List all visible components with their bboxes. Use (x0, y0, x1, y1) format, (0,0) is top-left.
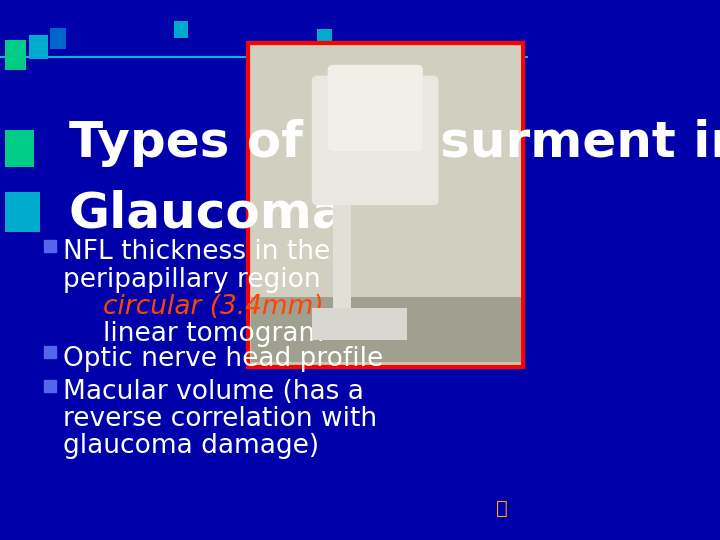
Bar (251, 46, 521, 362)
Text: glaucoma damage): glaucoma damage) (63, 433, 320, 459)
Bar (333, 194, 351, 313)
Text: reverse correlation with: reverse correlation with (63, 406, 377, 432)
Bar (174, 21, 188, 38)
Bar (251, 297, 521, 362)
Bar (317, 29, 332, 49)
Text: Optic nerve head profile: Optic nerve head profile (63, 346, 384, 372)
FancyBboxPatch shape (328, 65, 423, 151)
Text: Glaucoma: Glaucoma (68, 189, 346, 237)
Text: NFL thickness in the: NFL thickness in the (63, 239, 330, 265)
FancyBboxPatch shape (312, 76, 438, 205)
Bar (5, 40, 27, 70)
Text: circular (3.4mm): circular (3.4mm) (103, 294, 324, 320)
Text: 🔊: 🔊 (495, 500, 508, 518)
Bar (5, 192, 40, 232)
Text: Macular volume (has a: Macular volume (has a (63, 379, 364, 405)
Bar (312, 308, 407, 340)
Bar (29, 35, 48, 59)
Bar (5, 130, 35, 167)
Text: Types of measurment in: Types of measurment in (68, 119, 720, 167)
Bar (248, 43, 523, 367)
Text: linear tomogram: linear tomogram (103, 321, 324, 347)
Bar (50, 28, 66, 49)
Text: peripapillary region: peripapillary region (63, 267, 321, 293)
